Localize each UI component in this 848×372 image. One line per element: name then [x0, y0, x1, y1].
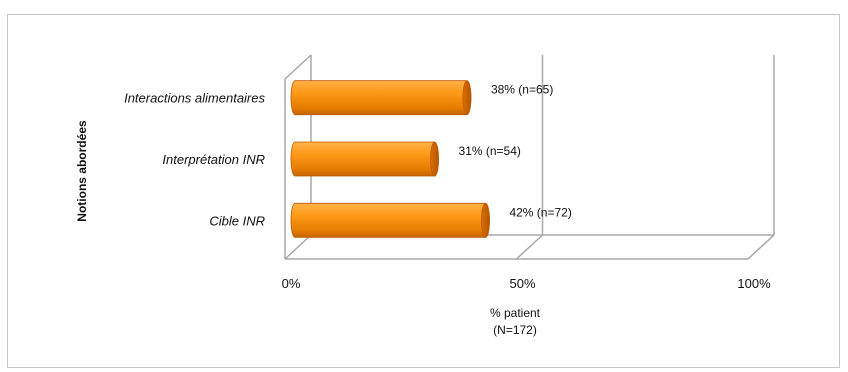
- bar[interactable]: [290, 141, 439, 177]
- x-tick-label: 100%: [737, 276, 771, 291]
- bar[interactable]: [290, 202, 490, 238]
- gridline-floor: [747, 234, 775, 260]
- chart-frame: 0% 50% 100% Interactions alimentaires 38% (n…: [7, 14, 840, 368]
- bar-end-cap: [481, 202, 490, 238]
- x-axis-title-line: % patient: [490, 306, 541, 320]
- data-label: 42% (n=72): [509, 205, 571, 219]
- data-label: 38% (n=65): [491, 83, 553, 97]
- category-label: Interactions alimentaires: [124, 91, 265, 106]
- bar-chart: 0% 50% 100% Interactions alimentaires 38% (n…: [75, 54, 775, 337]
- gridline-floor: [515, 234, 544, 260]
- category-label: Cible INR: [209, 213, 265, 228]
- side-wall-top-edge: [284, 54, 312, 80]
- bars-group: [290, 80, 490, 238]
- x-tick-label: 50%: [509, 276, 535, 291]
- bar-end-cap: [430, 141, 439, 177]
- data-label: 31% (n=54): [459, 144, 521, 158]
- category-label: Interprétation INR: [162, 152, 265, 167]
- gridline-floor: [284, 234, 312, 260]
- x-tick-label: 0%: [282, 276, 301, 291]
- y-axis-title: Notions abordées: [75, 120, 89, 222]
- bar-end-cap: [462, 80, 472, 116]
- x-axis-title-line: (N=172): [493, 323, 537, 337]
- bar[interactable]: [290, 80, 472, 116]
- labels-group: 0% 50% 100% Interactions alimentaires 38% (n…: [75, 83, 771, 337]
